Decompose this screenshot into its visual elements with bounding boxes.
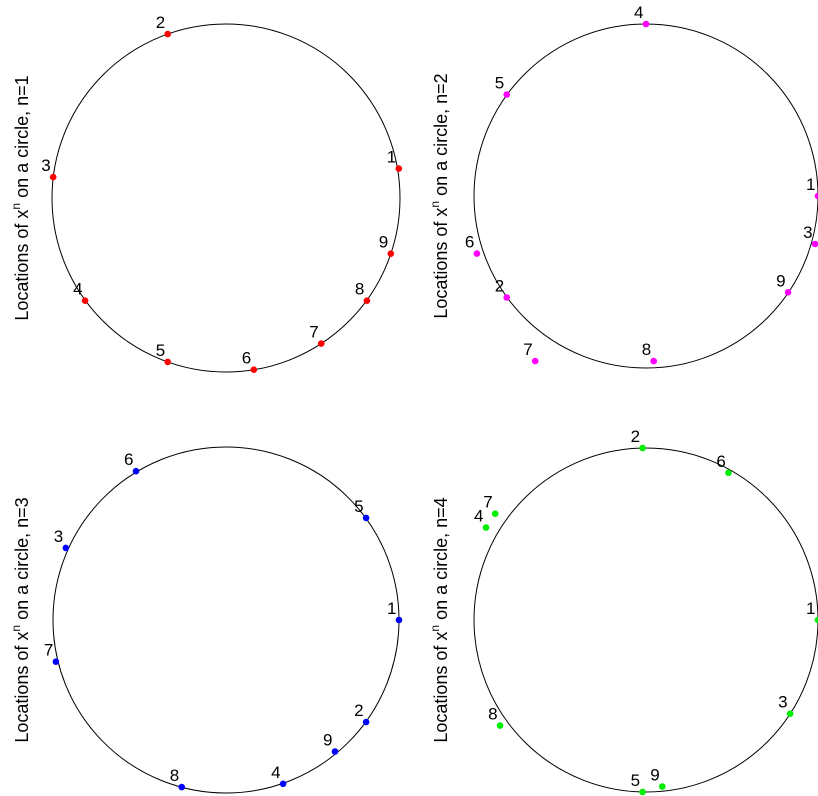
data-point-3 bbox=[786, 710, 794, 717]
data-point-2 bbox=[503, 294, 511, 301]
data-point-9 bbox=[784, 289, 792, 296]
point-label-7: 7 bbox=[309, 323, 318, 342]
point-label-3: 3 bbox=[803, 223, 812, 242]
data-point-5 bbox=[639, 788, 646, 796]
point-label-4: 4 bbox=[634, 3, 643, 22]
data-point-3 bbox=[62, 544, 70, 552]
point-label-3: 3 bbox=[41, 156, 50, 175]
panel-n2: Locations of xn on a circle, n=2 1 2 3 4 5 6 7 8… bbox=[428, 3, 818, 369]
point-label-6: 6 bbox=[124, 450, 133, 469]
point-label-8: 8 bbox=[642, 340, 651, 359]
panel-n4: Locations of xn on a circle, n=4 1 2 3 4 5 6 7 8… bbox=[428, 427, 818, 796]
data-point-4 bbox=[279, 780, 287, 788]
point-label-6: 6 bbox=[242, 349, 251, 368]
point-label-4: 4 bbox=[474, 507, 483, 526]
point-label-9: 9 bbox=[379, 233, 388, 252]
point-label-2: 2 bbox=[631, 427, 640, 446]
data-point-7 bbox=[491, 510, 499, 517]
point-label-4: 4 bbox=[73, 280, 82, 299]
point-label-2: 2 bbox=[495, 277, 504, 296]
point-label-9: 9 bbox=[323, 731, 332, 750]
unit-circle bbox=[51, 23, 401, 373]
data-point-3 bbox=[811, 240, 818, 248]
data-point-7 bbox=[531, 357, 539, 365]
data-point-8 bbox=[178, 783, 185, 791]
data-point-4 bbox=[81, 297, 89, 305]
point-label-3: 3 bbox=[778, 693, 787, 712]
point-label-2: 2 bbox=[354, 701, 363, 720]
data-point-3 bbox=[49, 173, 57, 181]
data-point-6 bbox=[132, 467, 140, 475]
unit-circle bbox=[52, 446, 400, 794]
data-point-8 bbox=[650, 357, 657, 365]
data-point-4 bbox=[642, 20, 650, 28]
point-label-8: 8 bbox=[488, 705, 497, 724]
data-point-6 bbox=[250, 366, 258, 374]
data-point-2 bbox=[164, 30, 171, 38]
data-point-9 bbox=[659, 783, 666, 790]
data-point-6 bbox=[473, 250, 481, 257]
point-label-5: 5 bbox=[156, 341, 165, 360]
point-label-1: 1 bbox=[387, 599, 396, 618]
point-label-2: 2 bbox=[156, 13, 165, 32]
point-label-5: 5 bbox=[354, 497, 363, 516]
data-point-8 bbox=[363, 297, 371, 305]
point-label-1: 1 bbox=[387, 148, 396, 167]
point-label-3: 3 bbox=[54, 527, 63, 546]
data-point-1 bbox=[395, 616, 403, 624]
data-point-2 bbox=[639, 444, 646, 452]
point-label-7: 7 bbox=[523, 340, 532, 359]
data-point-6 bbox=[725, 469, 732, 477]
data-point-9 bbox=[387, 250, 395, 257]
panel-n3: Locations of xn on a circle, n=3 1 2 3 4 5 6 7 8… bbox=[9, 446, 403, 794]
axis-ylabel: Locations of xn on a circle, n=4 bbox=[428, 497, 451, 742]
point-label-9: 9 bbox=[776, 271, 785, 290]
data-point-9 bbox=[331, 748, 339, 755]
point-label-8: 8 bbox=[355, 280, 364, 299]
point-label-6: 6 bbox=[465, 233, 474, 252]
point-label-9: 9 bbox=[650, 766, 659, 785]
data-point-5 bbox=[164, 358, 171, 366]
point-label-7: 7 bbox=[44, 641, 53, 660]
axis-ylabel: Locations of xn on a circle, n=1 bbox=[9, 75, 32, 320]
data-point-4 bbox=[482, 524, 490, 531]
point-label-8: 8 bbox=[170, 766, 179, 785]
point-label-6: 6 bbox=[716, 452, 725, 471]
unit-circle bbox=[473, 23, 818, 369]
axis-ylabel: Locations of xn on a circle, n=3 bbox=[9, 497, 32, 742]
point-label-4: 4 bbox=[271, 763, 280, 782]
axis-ylabel: Locations of xn on a circle, n=2 bbox=[428, 73, 451, 318]
unit-circle bbox=[473, 447, 818, 793]
data-point-1 bbox=[395, 165, 403, 172]
data-point-8 bbox=[496, 722, 504, 729]
data-point-5 bbox=[503, 91, 511, 98]
data-point-2 bbox=[362, 718, 370, 726]
data-point-1 bbox=[814, 616, 818, 624]
point-label-5: 5 bbox=[631, 771, 640, 790]
data-point-7 bbox=[52, 658, 60, 665]
point-label-7: 7 bbox=[483, 493, 492, 512]
data-point-5 bbox=[362, 514, 370, 522]
point-label-1: 1 bbox=[806, 599, 815, 618]
point-label-1: 1 bbox=[806, 175, 815, 194]
data-point-7 bbox=[317, 340, 325, 347]
point-label-5: 5 bbox=[495, 74, 504, 93]
data-point-1 bbox=[814, 192, 818, 200]
panel-n1: Locations of xn on a circle, n=1 1 2 3 4 5 6 7 8… bbox=[9, 13, 403, 374]
